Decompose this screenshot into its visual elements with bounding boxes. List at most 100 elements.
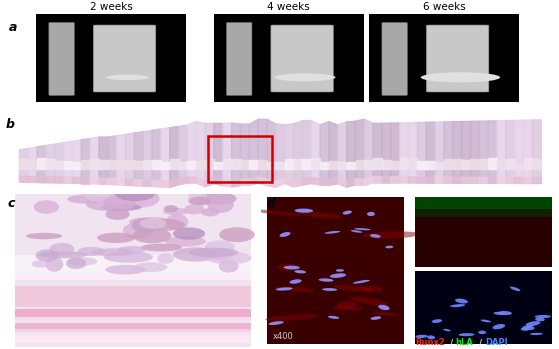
Ellipse shape <box>361 286 382 292</box>
Polygon shape <box>329 178 338 185</box>
Bar <box>214 14 363 102</box>
Polygon shape <box>435 162 444 169</box>
Polygon shape <box>205 178 214 187</box>
Polygon shape <box>240 179 249 186</box>
Polygon shape <box>409 158 418 169</box>
Ellipse shape <box>132 218 159 233</box>
Polygon shape <box>240 124 249 186</box>
Bar <box>208 135 272 182</box>
Polygon shape <box>37 146 46 183</box>
Polygon shape <box>311 158 320 169</box>
Ellipse shape <box>26 233 62 239</box>
Polygon shape <box>338 162 347 169</box>
Polygon shape <box>223 180 231 187</box>
Polygon shape <box>311 177 320 185</box>
FancyBboxPatch shape <box>427 25 489 92</box>
Ellipse shape <box>525 321 541 326</box>
Polygon shape <box>29 176 37 183</box>
Polygon shape <box>479 159 488 169</box>
Polygon shape <box>347 121 356 187</box>
Polygon shape <box>453 121 462 183</box>
Polygon shape <box>382 177 391 183</box>
Polygon shape <box>453 158 462 169</box>
Polygon shape <box>267 162 276 169</box>
Polygon shape <box>524 120 532 184</box>
Polygon shape <box>400 158 409 169</box>
Bar <box>369 14 519 102</box>
Polygon shape <box>462 160 471 169</box>
Bar <box>16 309 250 317</box>
Polygon shape <box>285 159 293 169</box>
Polygon shape <box>37 158 46 169</box>
Text: /: / <box>479 338 482 347</box>
Polygon shape <box>524 158 532 169</box>
Ellipse shape <box>38 251 87 258</box>
Polygon shape <box>524 177 532 184</box>
Polygon shape <box>418 177 427 183</box>
Polygon shape <box>506 159 515 169</box>
Polygon shape <box>99 178 108 184</box>
Polygon shape <box>231 159 240 169</box>
Polygon shape <box>152 160 161 169</box>
Ellipse shape <box>49 243 74 256</box>
Text: Runx2: Runx2 <box>415 338 445 347</box>
Ellipse shape <box>117 246 146 253</box>
Polygon shape <box>356 179 364 185</box>
FancyBboxPatch shape <box>226 23 252 95</box>
Polygon shape <box>143 180 152 186</box>
Ellipse shape <box>372 313 398 315</box>
Polygon shape <box>471 159 479 169</box>
Ellipse shape <box>115 186 155 201</box>
Polygon shape <box>364 119 373 185</box>
Polygon shape <box>214 178 223 186</box>
Ellipse shape <box>105 265 146 275</box>
Polygon shape <box>205 123 214 187</box>
FancyBboxPatch shape <box>382 23 408 95</box>
Ellipse shape <box>534 315 551 318</box>
Polygon shape <box>55 143 64 183</box>
Polygon shape <box>479 177 488 183</box>
Polygon shape <box>320 162 329 169</box>
Polygon shape <box>409 122 418 183</box>
Polygon shape <box>373 158 382 169</box>
Polygon shape <box>276 177 285 187</box>
Bar <box>415 197 552 267</box>
Ellipse shape <box>525 325 533 328</box>
Ellipse shape <box>295 209 313 213</box>
Ellipse shape <box>129 217 172 226</box>
Ellipse shape <box>276 287 292 291</box>
Ellipse shape <box>68 257 97 266</box>
Ellipse shape <box>283 266 300 269</box>
Polygon shape <box>382 160 391 169</box>
Polygon shape <box>435 122 444 183</box>
Text: DAPI: DAPI <box>485 338 508 347</box>
Text: 6 weeks: 6 weeks <box>423 2 466 12</box>
Polygon shape <box>267 180 276 187</box>
Polygon shape <box>293 121 302 187</box>
Polygon shape <box>73 162 82 169</box>
Ellipse shape <box>328 316 339 319</box>
Polygon shape <box>356 119 364 185</box>
Polygon shape <box>20 159 29 169</box>
Polygon shape <box>427 122 435 183</box>
Polygon shape <box>179 162 187 169</box>
Polygon shape <box>161 128 170 187</box>
Ellipse shape <box>427 335 435 339</box>
Ellipse shape <box>494 312 506 315</box>
Polygon shape <box>427 162 435 169</box>
Ellipse shape <box>334 285 373 292</box>
Polygon shape <box>126 133 134 186</box>
Polygon shape <box>196 121 205 187</box>
Ellipse shape <box>325 231 340 234</box>
Polygon shape <box>338 178 347 187</box>
Polygon shape <box>73 177 82 184</box>
Ellipse shape <box>205 240 235 253</box>
Polygon shape <box>187 177 196 183</box>
Polygon shape <box>488 158 497 169</box>
Polygon shape <box>231 179 240 187</box>
Polygon shape <box>90 137 99 184</box>
Polygon shape <box>134 180 143 186</box>
Ellipse shape <box>498 311 512 315</box>
Polygon shape <box>409 177 418 183</box>
Ellipse shape <box>199 192 236 205</box>
